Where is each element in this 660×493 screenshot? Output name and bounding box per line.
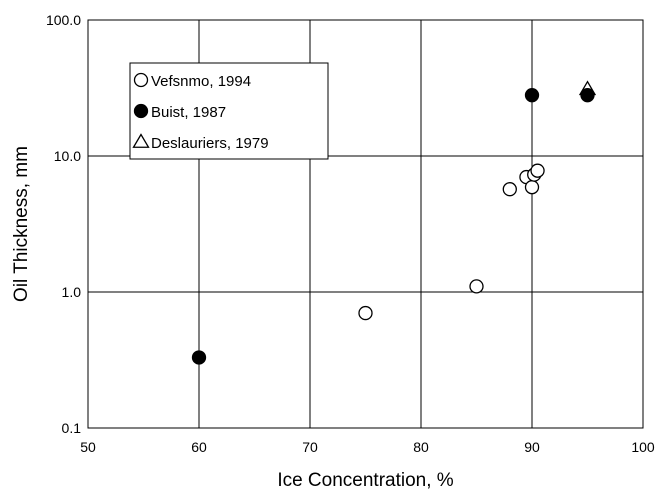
legend-label: Buist, 1987 (151, 104, 226, 121)
y-tick-label: 100.0 (46, 12, 81, 28)
data-points (191, 80, 597, 365)
x-axis-title: Ice Concentration, % (277, 470, 453, 491)
x-tick-label: 50 (80, 439, 96, 455)
y-axis-title: Oil Thickness, mm (11, 146, 32, 302)
x-tick-label: 100 (631, 439, 655, 455)
legend: Vefsnmo, 1994 Buist, 1987 Deslauriers, 197… (129, 62, 329, 160)
triangle-marker (578, 80, 597, 96)
open-circle-marker (358, 305, 373, 321)
x-tick-label: 80 (413, 439, 429, 455)
filled-circle-marker (191, 350, 207, 365)
filled-circle-marker (580, 88, 595, 103)
open-circle-marker (502, 182, 517, 197)
x-tick-label: 90 (524, 439, 540, 455)
legend-marker (133, 72, 149, 88)
filled-circle-marker (524, 88, 540, 103)
legend-label: Deslauriers, 1979 (151, 135, 269, 152)
open-circle-marker (530, 163, 545, 178)
legend-label: Vefsnmo, 1994 (151, 73, 251, 90)
axis-ticks: 50 60 70 80 90 100 0.1 1.0 10.0 100.0 (46, 12, 655, 455)
open-circle-marker (524, 180, 540, 195)
legend-marker (133, 103, 149, 119)
x-tick-label: 70 (302, 439, 318, 455)
y-tick-label: 10.0 (54, 148, 81, 164)
legend-box (129, 62, 329, 160)
plot-area (87, 19, 644, 429)
y-tick-label: 0.1 (62, 420, 82, 436)
open-circle-marker (469, 279, 484, 294)
y-tick-label: 1.0 (62, 284, 82, 300)
x-tick-label: 60 (191, 439, 207, 455)
legend-marker (132, 133, 150, 148)
